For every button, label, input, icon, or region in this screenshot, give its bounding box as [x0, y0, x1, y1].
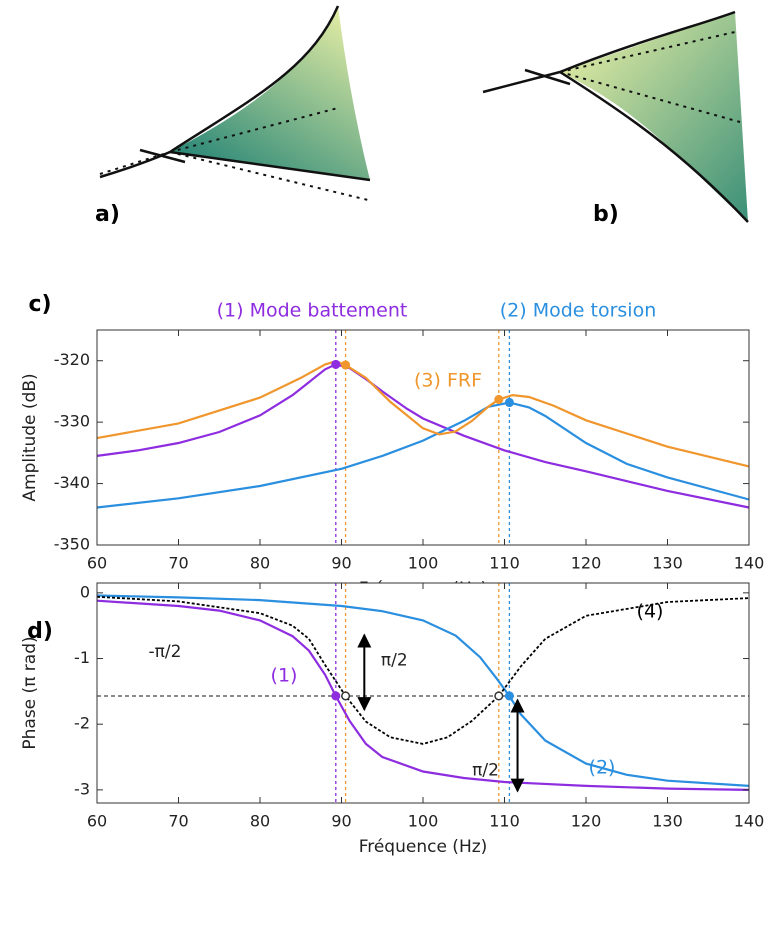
plot-body: (1) Mode battement (2) Mode torsion (3) FR… — [96, 300, 750, 545]
series-line — [96, 360, 750, 468]
chart: (1) Mode battement (2) Mode torsion (3) FR… — [20, 292, 764, 599]
y-axis-label: Amplitude (dB) — [20, 373, 40, 501]
plot-body: -π/2 (1) (2) (4) π/2 π/2 — [96, 583, 750, 803]
arrow-label: π/2 — [381, 650, 408, 670]
dotted-edge — [169, 107, 339, 153]
edge — [139, 148, 186, 164]
wing-surface — [170, 6, 370, 180]
marker — [331, 359, 341, 369]
marker — [331, 691, 341, 701]
panel-label: a) — [95, 202, 120, 227]
edge — [559, 10, 736, 74]
marker — [504, 397, 514, 408]
x-tick-label: 110 — [489, 812, 520, 831]
illustration-a: a) — [95, 5, 371, 227]
series-label: (2) — [589, 757, 616, 779]
panel-label: d) — [27, 619, 53, 644]
x-tick-label: 70 — [168, 554, 188, 573]
y-axis-label: Phase (π rad) — [20, 636, 40, 749]
y-tick-label: -330 — [54, 412, 90, 431]
y-tick-label: -2 — [74, 714, 90, 733]
wing-surface — [560, 12, 748, 222]
y-tick-label: -3 — [74, 779, 90, 798]
panel-label: c) — [28, 292, 51, 317]
chart: -π/2 (1) (2) (4) π/2 π/2 60 70 80 90 100 110 120 130 1… — [20, 582, 764, 857]
edge — [169, 5, 340, 154]
series-line — [96, 595, 750, 745]
x-axis-label: Fréquence (Hz) — [359, 837, 488, 857]
x-tick-label: 90 — [331, 554, 351, 573]
series-line — [96, 599, 750, 791]
y-tick-label: 0 — [80, 582, 90, 601]
x-tick-label: 140 — [734, 554, 765, 573]
x-tick-label: 110 — [489, 554, 520, 573]
x-tick-label: 60 — [87, 554, 107, 573]
marker — [341, 691, 351, 701]
y-tick-label: -340 — [54, 473, 90, 492]
x-tick-label: 100 — [408, 812, 439, 831]
dotted-edge — [559, 31, 736, 73]
illustration-b: b) — [482, 10, 749, 227]
x-tick-label: 60 — [87, 812, 107, 831]
series-line — [96, 594, 750, 787]
reference-label: -π/2 — [149, 642, 182, 662]
marker — [504, 691, 514, 701]
y-tick-label: -350 — [54, 535, 90, 554]
panel-label: b) — [593, 202, 619, 227]
edge — [169, 150, 371, 182]
edge — [99, 150, 171, 179]
x-tick-label: 80 — [250, 812, 270, 831]
marker — [494, 691, 504, 701]
x-tick-label: 130 — [652, 554, 683, 573]
series-label: (4) — [637, 601, 664, 623]
x-tick-label: 90 — [331, 812, 351, 831]
dotted-edge — [169, 151, 369, 201]
series-label: (1) Mode battement — [217, 300, 408, 322]
x-tick-label: 70 — [168, 812, 188, 831]
edge — [482, 70, 561, 94]
marker — [341, 360, 351, 370]
x-tick-label: 120 — [571, 812, 602, 831]
x-tick-label: 80 — [250, 554, 270, 573]
marker — [494, 394, 504, 404]
x-tick-label: 120 — [571, 554, 602, 573]
y-tick-label: -320 — [54, 350, 90, 369]
series-label: (1) — [271, 665, 298, 687]
arrow-label: π/2 — [472, 761, 499, 781]
edge — [524, 68, 571, 86]
y-tick-label: -1 — [74, 648, 90, 667]
x-tick-label: 100 — [408, 554, 439, 573]
x-tick-label: 130 — [652, 812, 683, 831]
edge — [559, 70, 749, 223]
series-label: (2) Mode torsion — [500, 300, 657, 322]
x-tick-label: 140 — [734, 812, 765, 831]
series-label: (3) FRF — [414, 370, 482, 392]
